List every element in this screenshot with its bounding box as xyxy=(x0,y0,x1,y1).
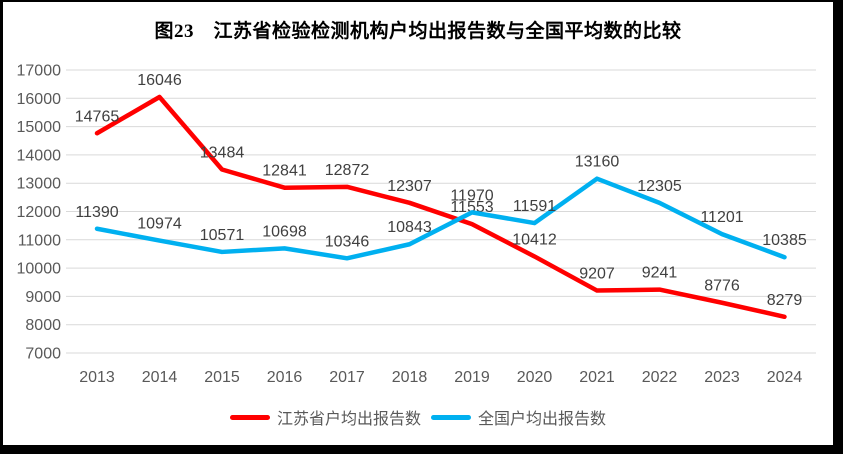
data-point-label: 11201 xyxy=(700,209,743,226)
chart-stage: 图23 江苏省检验检测机构户均出报告数与全国平均数的比较 7000 8000 900… xyxy=(3,2,833,445)
data-point-label: 12307 xyxy=(387,178,432,195)
y-axis-label: 7000 xyxy=(25,346,61,363)
y-axis-label: 15000 xyxy=(17,119,62,136)
data-point-label: 10571 xyxy=(200,227,245,244)
y-axis-label: 9000 xyxy=(25,289,61,306)
data-point-label: 13484 xyxy=(200,145,245,162)
x-axis-label: 2015 xyxy=(204,369,240,386)
y-axis-label: 8000 xyxy=(25,317,61,334)
x-axis-label: 2016 xyxy=(267,369,303,386)
data-point-label: 13160 xyxy=(575,154,620,171)
data-point-label: 11970 xyxy=(450,187,493,204)
y-axis-label: 10000 xyxy=(17,261,62,278)
data-point-label: 11591 xyxy=(513,198,556,215)
data-point-label: 8776 xyxy=(704,278,740,295)
legend-label-jiangsu: 江苏省户均出报告数 xyxy=(276,411,421,428)
data-point-label: 12305 xyxy=(637,178,682,195)
x-axis-label: 2018 xyxy=(392,369,428,386)
line-chart: 7000 8000 9000 10000 11000 12000 13000 14000 150… xyxy=(17,63,816,386)
data-point-label: 10385 xyxy=(762,232,807,249)
x-axis-label: 2022 xyxy=(642,369,678,386)
y-axis-label: 17000 xyxy=(17,63,62,80)
series-line-jiangsu xyxy=(94,94,787,320)
x-axis-label: 2020 xyxy=(517,369,553,386)
data-point-label: 10974 xyxy=(137,216,182,233)
data-point-label: 14765 xyxy=(75,108,120,125)
x-axis-label: 2019 xyxy=(454,369,490,386)
data-point-label: 10698 xyxy=(262,223,307,240)
data-point-label: 11390 xyxy=(75,204,118,221)
chart-title: 图23 江苏省检验检测机构户均出报告数与全国平均数的比较 xyxy=(154,21,682,42)
data-point-label: 12872 xyxy=(325,162,370,179)
data-point-label: 8279 xyxy=(767,292,803,309)
legend-line-swatch-national xyxy=(431,414,471,420)
legend-line-swatch-jiangsu xyxy=(229,414,270,420)
x-axis-label: 2014 xyxy=(142,369,178,386)
data-point-label: 10412 xyxy=(512,231,557,248)
x-axis-label: 2024 xyxy=(767,369,803,386)
series-line-national xyxy=(94,176,787,261)
y-axis-label: 12000 xyxy=(17,204,62,221)
x-axis-label: 2023 xyxy=(704,369,740,386)
data-point-label: 9207 xyxy=(579,266,615,283)
y-axis-label: 11000 xyxy=(18,232,61,249)
legend-label-national: 全国户均出报告数 xyxy=(478,411,607,428)
legend-item-national: 全国户均出报告数 xyxy=(431,405,606,429)
data-point-label: 10346 xyxy=(325,233,370,250)
x-axis-label: 2013 xyxy=(79,369,115,386)
legend-item-jiangsu: 江苏省户均出报告数 xyxy=(229,405,421,429)
y-axis-label: 13000 xyxy=(17,176,62,193)
chart-legend: 江苏省户均出报告数 全国户均出报告数 xyxy=(3,405,833,429)
data-point-label: 16046 xyxy=(137,72,182,89)
data-point-label: 12841 xyxy=(262,163,307,180)
data-point-label: 9241 xyxy=(642,265,678,282)
x-axis-label: 2017 xyxy=(329,369,365,386)
data-point-label: 10843 xyxy=(387,219,432,236)
x-axis-label: 2021 xyxy=(579,369,615,386)
y-axis-label: 14000 xyxy=(17,147,62,164)
data-point-label: 11553 xyxy=(450,199,493,216)
y-axis-label: 16000 xyxy=(17,91,62,108)
